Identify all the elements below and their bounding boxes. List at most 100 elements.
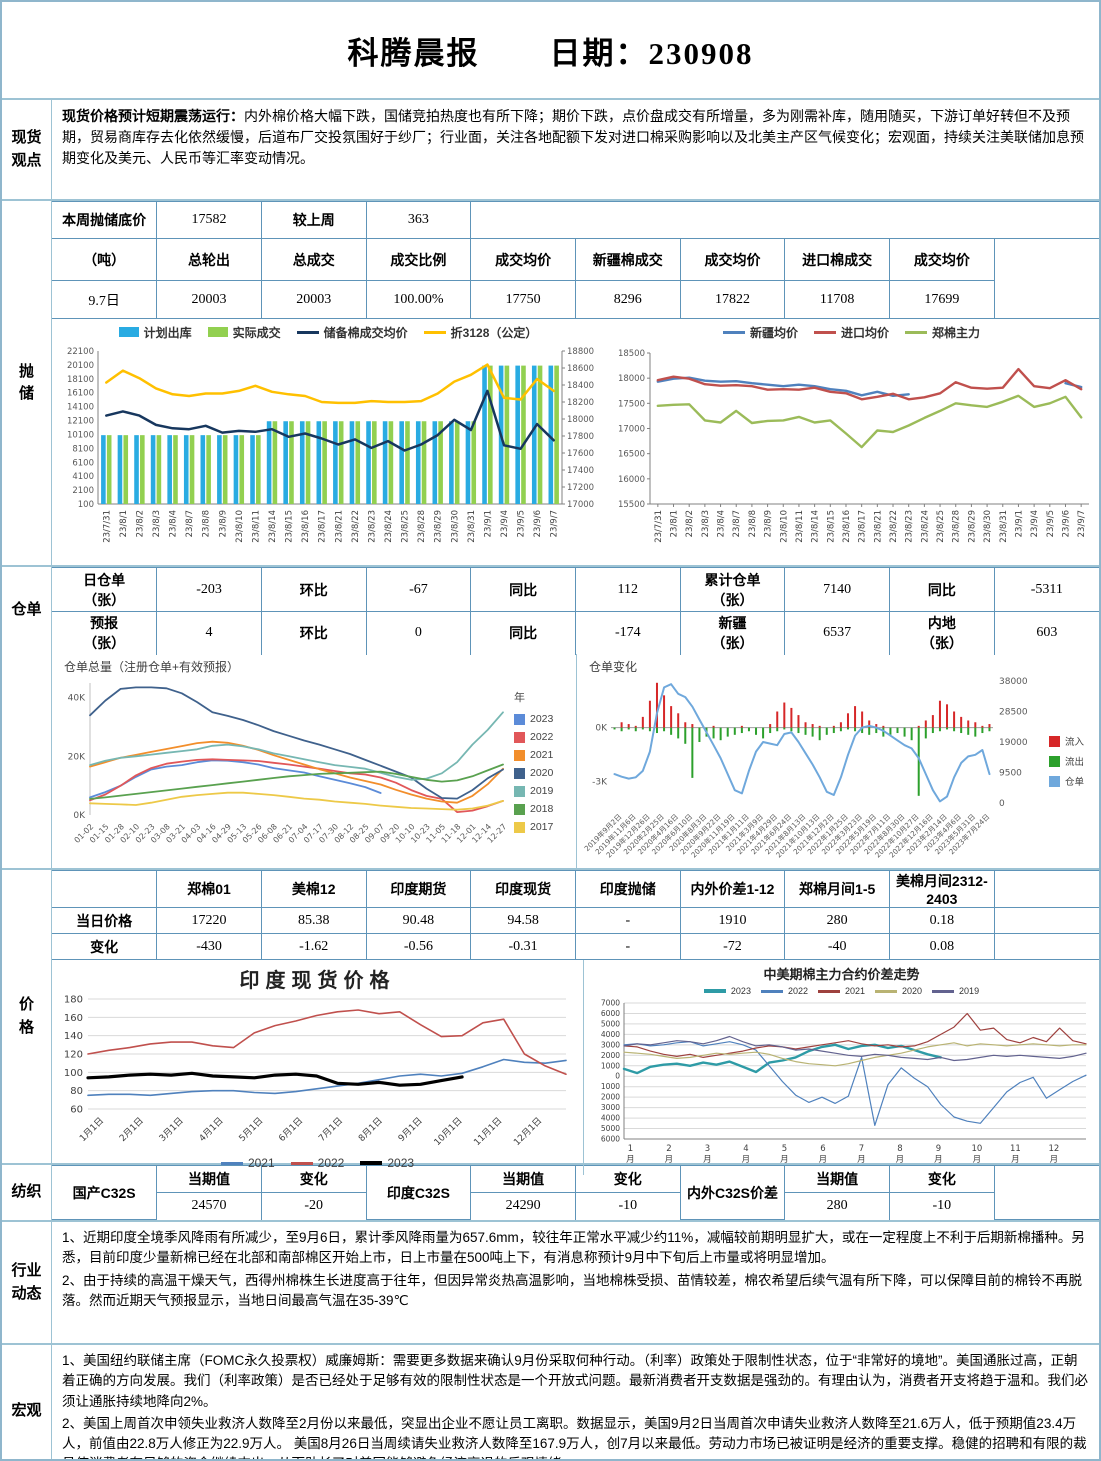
svg-text:8月1日: 8月1日 xyxy=(356,1115,385,1144)
table-row: 9.7日 20003 20003 100.00% 17750 8296 17822 11708… xyxy=(52,280,1099,319)
svg-text:23/8/22: 23/8/22 xyxy=(351,510,361,543)
legend-item: 流入 xyxy=(1049,734,1095,748)
table-cell: -72 xyxy=(679,933,786,960)
report-header: 科腾晨报 日期：230908 xyxy=(2,2,1099,98)
legend-item: 2021 xyxy=(514,749,572,761)
table-cell: 280 xyxy=(784,1192,890,1220)
svg-text:23/8/21: 23/8/21 xyxy=(873,510,883,543)
legend-label: 2023 xyxy=(730,986,751,996)
chart-legend: 2023 2022 2021 2020 2019 xyxy=(584,983,1099,999)
svg-text:23/9/5: 23/9/5 xyxy=(1046,510,1056,537)
section-macro: 宏观 1、美国纽约联储主席（FOMC永久投票权）威廉姆斯：需要更多数据来确认9月… xyxy=(2,1343,1099,1459)
table-cell: 0.08 xyxy=(889,933,995,960)
svg-text:23/9/4: 23/9/4 xyxy=(500,510,510,537)
table-cell: -0.56 xyxy=(365,933,472,960)
section-label-receipts: 仓单 xyxy=(2,567,52,654)
table-cell: 17750 xyxy=(470,280,576,319)
chart-canvas: 100 2100 4100 6100 8100 10100 12100 14100 16100 1… xyxy=(52,345,604,566)
svg-text:23/8/7: 23/8/7 xyxy=(185,510,195,537)
legend-swatch-icon xyxy=(703,989,726,993)
table-cell: 预报 （张） xyxy=(52,611,158,655)
spot-view-text: 现货价格预计短期震荡运行：内外棉价格大幅下跌，国储竞拍热度也有所下降；期价下跌，… xyxy=(52,100,1099,199)
table-cell: -1.62 xyxy=(260,933,367,960)
svg-text:-3K: -3K xyxy=(592,777,608,787)
chart-canvas: 0K -3K 38000 28500 19000 9500 0 2019年9月2日 2019年1… xyxy=(577,675,1049,868)
svg-text:10: 10 xyxy=(972,1144,983,1154)
table-cell: - xyxy=(574,907,681,934)
svg-text:23/8/14: 23/8/14 xyxy=(811,510,821,543)
svg-text:16500: 16500 xyxy=(618,450,645,460)
table-row: 郑棉01 美棉12 印度期货 印度现货 印度抛储 内外价差1-12 郑棉月间1-5 美棉月间2… xyxy=(52,870,1099,908)
table-cell: 变化 xyxy=(260,1165,367,1193)
legend-label: 仓单 xyxy=(1065,777,1085,788)
legend-swatch-icon xyxy=(514,821,525,833)
data-table: 日仓单 （张） -203 环比 -67 同比 112 累计仓单 （张） 7140 同比 -5311… xyxy=(52,567,1099,655)
svg-text:23/9/4: 23/9/4 xyxy=(1030,510,1040,537)
svg-text:月: 月 xyxy=(934,1155,943,1165)
table-cell: -430 xyxy=(156,933,262,960)
legend-item: 新疆均价 xyxy=(722,324,798,341)
svg-text:14100: 14100 xyxy=(67,403,94,413)
legend-label: 2023 xyxy=(530,713,554,725)
table-row: （吨） 总轮出 总成交 成交比例 成交均价 新疆棉成交 成交均价 进口棉成交 成交均价 xyxy=(52,238,1099,319)
table-cell: 同比 xyxy=(470,611,576,655)
svg-text:23/8/25: 23/8/25 xyxy=(401,510,411,543)
svg-text:9: 9 xyxy=(936,1144,941,1154)
svg-text:7000: 7000 xyxy=(601,999,620,1008)
legend-swatch-icon xyxy=(514,749,525,761)
svg-text:180: 180 xyxy=(64,995,83,1006)
table-row: 预报 （张） 4 环比 0 同比 -174 新疆 （张） 6537 内地 （张） 603 xyxy=(52,611,1099,655)
legend-label: 新疆均价 xyxy=(749,325,798,340)
svg-text:2月1日: 2月1日 xyxy=(117,1115,146,1144)
legend-item: 实际成交 xyxy=(207,324,281,341)
chart-canvas: 6000 5000 4000 3000 2000 1000 0 1000 2000 3000 400… xyxy=(584,999,1099,1175)
table-cell: 日仓单 （张） xyxy=(52,567,158,612)
svg-text:23/8/23: 23/8/23 xyxy=(367,510,377,543)
svg-text:23/8/3: 23/8/3 xyxy=(152,510,162,537)
svg-text:23/8/1: 23/8/1 xyxy=(119,510,129,537)
section-label-textile: 纺织 xyxy=(2,1165,52,1220)
spot-view-body: 内外棉价格大幅下跌，国储竞拍热度也有所下降；期价下跌，点价盘成交有所增量，多为刚… xyxy=(62,108,1084,166)
svg-text:18800: 18800 xyxy=(567,347,594,357)
legend-swatch-icon xyxy=(207,327,228,337)
svg-text:5000: 5000 xyxy=(601,1019,620,1028)
svg-text:80: 80 xyxy=(70,1086,83,1097)
reserve-combo-chart: 计划出库 实际成交 储备棉成交均价 折3128（公定） 100 2100 4100 6100 8… xyxy=(52,319,604,566)
svg-text:4000: 4000 xyxy=(601,1030,620,1039)
svg-text:4100: 4100 xyxy=(72,472,94,482)
svg-text:3000: 3000 xyxy=(601,1040,620,1049)
chart-canvas: 15500 16000 16500 17000 17500 18000 18500 23/7/… xyxy=(604,345,1099,566)
legend-label: 实际成交 xyxy=(232,325,281,340)
svg-text:2000: 2000 xyxy=(601,1051,620,1060)
data-table: 本周抛储底价 17582 较上周 363 （吨） 总轮出 总成交 成交比例 成交均价 新疆棉成交成… xyxy=(52,201,1099,319)
svg-text:0: 0 xyxy=(615,1072,620,1081)
legend-item: 计划出库 xyxy=(118,324,192,341)
legend-item: 2021 xyxy=(220,1156,275,1170)
svg-text:5000: 5000 xyxy=(601,1124,620,1133)
svg-text:9月1日: 9月1日 xyxy=(396,1115,425,1144)
table-cell: 603 xyxy=(993,611,1099,655)
svg-text:23/9/7: 23/9/7 xyxy=(1077,510,1087,537)
svg-text:12: 12 xyxy=(1049,1144,1060,1154)
legend-swatch-icon xyxy=(220,1161,243,1165)
svg-text:20K: 20K xyxy=(68,752,86,762)
section-label-macro: 宏观 xyxy=(2,1345,52,1459)
table-cell: 8296 xyxy=(574,280,681,319)
table-cell: 17822 xyxy=(679,280,786,319)
legend-swatch-icon xyxy=(932,989,955,993)
industry-item-1: 1、近期印度全境季风降雨有所减少，至9月6日，累计季风降雨量为657.6mm，较… xyxy=(62,1230,1085,1266)
legend-swatch-icon xyxy=(296,330,319,334)
svg-text:23/8/14: 23/8/14 xyxy=(268,510,278,543)
table-cell: 363 xyxy=(365,201,472,239)
legend-swatch-icon xyxy=(760,989,783,993)
svg-text:28500: 28500 xyxy=(999,708,1028,718)
svg-text:4000: 4000 xyxy=(601,1114,620,1123)
table-cell: 17699 xyxy=(889,280,995,319)
table-cell: 94.58 xyxy=(470,907,576,934)
svg-text:17500: 17500 xyxy=(618,399,645,409)
legend-item: 2019 xyxy=(514,785,572,797)
svg-text:23/8/24: 23/8/24 xyxy=(384,510,394,543)
legend-label: 折3128（公定） xyxy=(450,325,538,340)
svg-text:23/8/15: 23/8/15 xyxy=(826,510,836,543)
svg-text:17000: 17000 xyxy=(567,500,594,510)
